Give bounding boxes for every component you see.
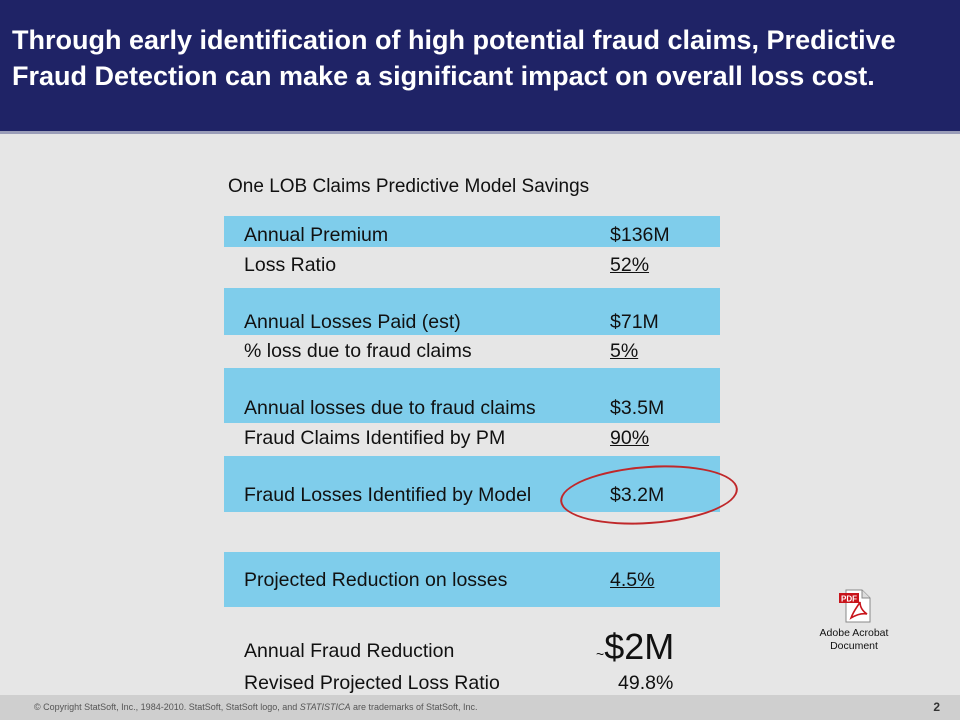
row-value: $71M bbox=[610, 311, 659, 333]
approx-symbol: ~ bbox=[596, 646, 605, 662]
row-value: 5% bbox=[610, 340, 639, 362]
row-value: $3.5M bbox=[610, 397, 665, 419]
row-label: Annual Losses Paid (est) bbox=[244, 311, 461, 333]
copyright-brand: STATISTICA bbox=[299, 702, 351, 712]
row-value: 4.5% bbox=[610, 569, 655, 591]
pdf-caption-line2: Document bbox=[830, 640, 878, 652]
row-label: Annual Premium bbox=[244, 224, 389, 246]
copyright-prefix: © Copyright StatSoft, Inc., 1984-2010. S… bbox=[34, 702, 300, 712]
row-value: 90% bbox=[610, 427, 650, 449]
row-value: ~$2M bbox=[596, 626, 674, 668]
row-label: % loss due to fraud claims bbox=[244, 340, 472, 362]
pdf-file-icon[interactable]: PDF bbox=[838, 588, 874, 624]
slide-header: Through early identification of high pot… bbox=[0, 0, 960, 134]
row-value: $136M bbox=[610, 224, 670, 246]
pdf-caption-line1: Adobe Acrobat bbox=[819, 627, 889, 639]
row-label: Fraud Losses Identified by Model bbox=[244, 484, 532, 506]
row-label: Projected Reduction on losses bbox=[244, 569, 508, 591]
row-band bbox=[224, 456, 720, 512]
row-label: Fraud Claims Identified by PM bbox=[244, 427, 506, 449]
slide-title: Through early identification of high pot… bbox=[12, 25, 896, 91]
slide-footer: © Copyright StatSoft, Inc., 1984-2010. S… bbox=[0, 695, 960, 720]
table-row: Fraud Claims Identified by PM 90% bbox=[244, 427, 714, 453]
row-label: Revised Projected Loss Ratio bbox=[244, 672, 500, 694]
row-value: 52% bbox=[610, 254, 650, 276]
pdf-file-icon-graphic: PDF bbox=[839, 589, 871, 623]
copyright-text: © Copyright StatSoft, Inc., 1984-2010. S… bbox=[34, 702, 478, 712]
table-title: One LOB Claims Predictive Model Savings bbox=[228, 176, 590, 197]
row-band bbox=[224, 552, 720, 607]
table-row: % loss due to fraud claims 5% bbox=[244, 340, 714, 366]
row-label: Annual Fraud Reduction bbox=[244, 640, 455, 662]
table-row: Annual losses due to fraud claims $3.5M bbox=[244, 397, 714, 423]
table-row: Fraud Losses Identified by Model $3.2M bbox=[244, 484, 714, 510]
pdf-badge-text: PDF bbox=[841, 595, 857, 604]
row-band bbox=[224, 288, 720, 335]
table-row: Annual Fraud Reduction ~$2M bbox=[244, 626, 714, 667]
page-number: 2 bbox=[933, 700, 940, 714]
copyright-suffix: are trademarks of StatSoft, Inc. bbox=[350, 702, 478, 712]
row-label: Annual losses due to fraud claims bbox=[244, 397, 536, 419]
table-row: Projected Reduction on losses 4.5% bbox=[244, 569, 714, 595]
row-value: 49.8% bbox=[618, 672, 674, 694]
table-row: Annual Premium $136M bbox=[244, 224, 714, 250]
table-row: Annual Losses Paid (est) $71M bbox=[244, 311, 714, 337]
table-row: Revised Projected Loss Ratio 49.8% bbox=[244, 672, 714, 698]
row-band bbox=[224, 216, 720, 247]
row-band bbox=[224, 368, 720, 423]
pdf-caption[interactable]: Adobe Acrobat Document bbox=[806, 627, 902, 653]
fraud-reduction-value: $2M bbox=[604, 626, 675, 667]
table-row: Loss Ratio 52% bbox=[244, 254, 714, 280]
row-value: $3.2M bbox=[610, 484, 665, 506]
row-label: Loss Ratio bbox=[244, 254, 337, 276]
